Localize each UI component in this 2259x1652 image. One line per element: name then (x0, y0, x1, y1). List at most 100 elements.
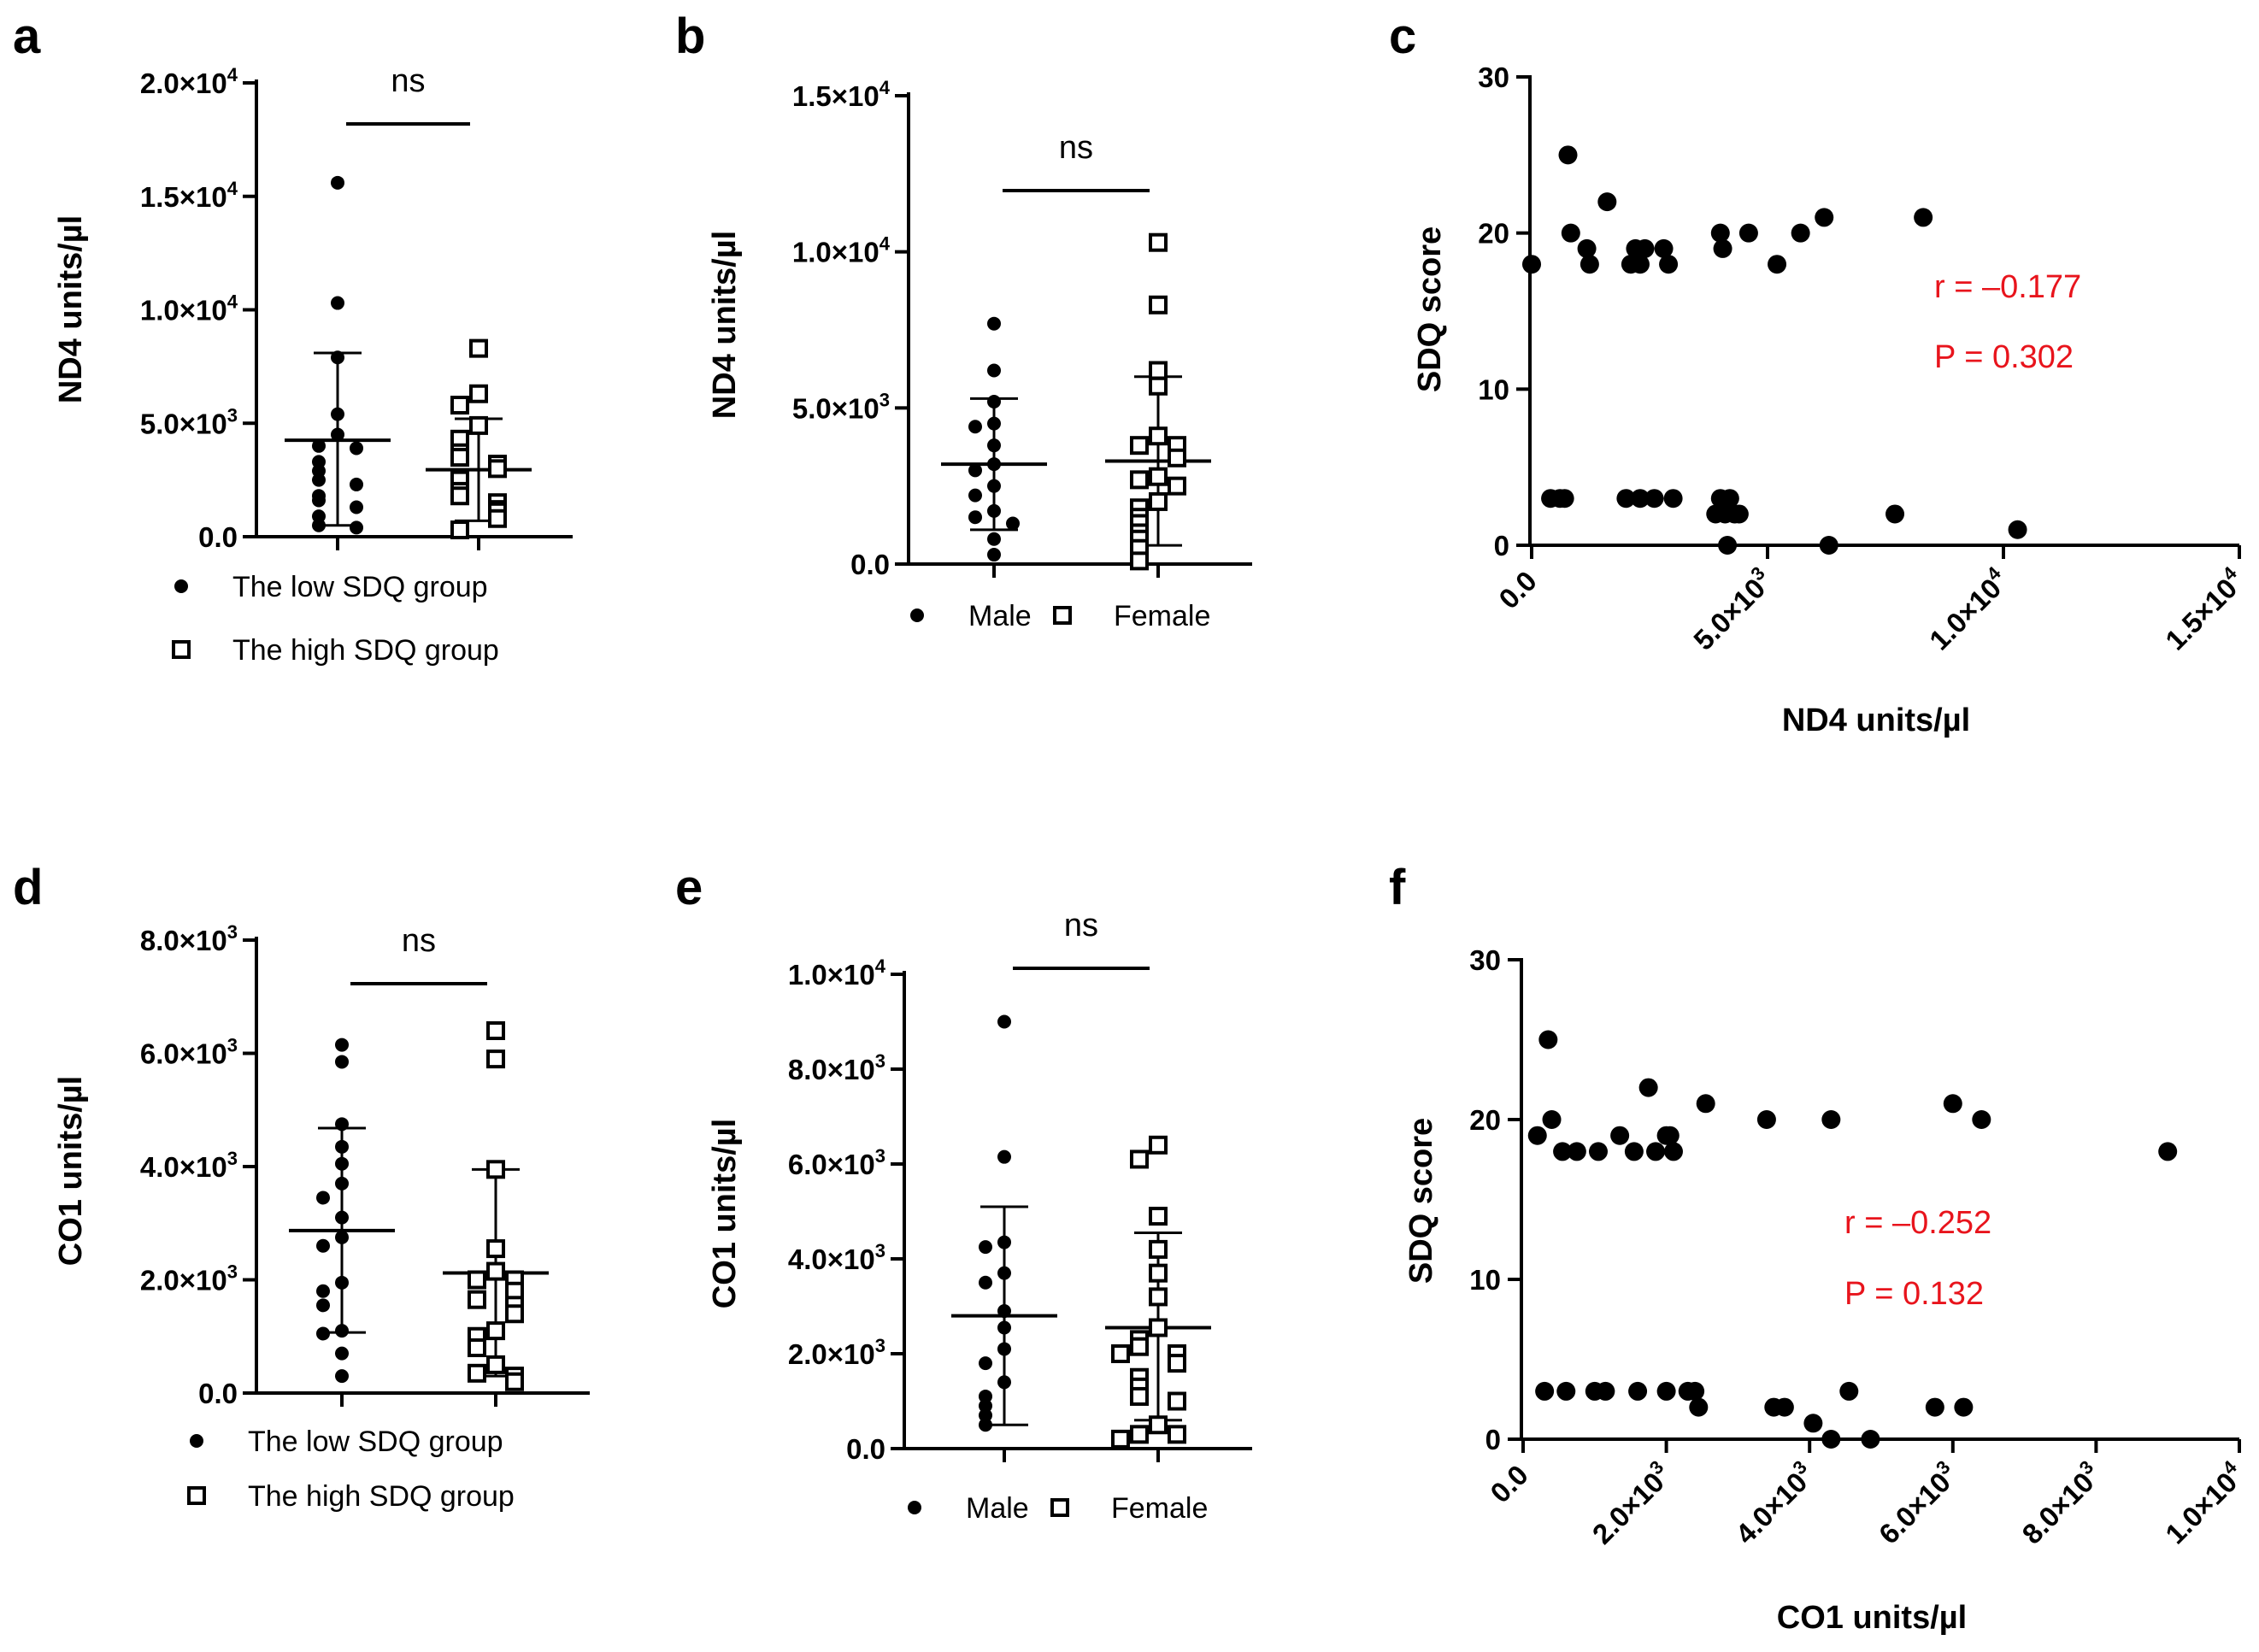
data-point (1839, 1381, 1859, 1401)
data-point (1111, 1344, 1130, 1363)
data-point (1130, 1386, 1149, 1406)
legend-label: The low SDQ group (248, 1426, 503, 1458)
data-point (1885, 504, 1905, 524)
data-point (486, 1321, 505, 1341)
data-point (1168, 1391, 1186, 1411)
data-point (1149, 232, 1168, 252)
data-point (1535, 1381, 1555, 1401)
data-point (488, 509, 507, 528)
data-point (968, 420, 982, 434)
data-point (1630, 255, 1650, 274)
x-tick-label: 6.0×103 (1870, 1456, 1964, 1550)
legend-label: Male (968, 600, 1032, 632)
data-point (335, 1324, 349, 1338)
x-tick-label: 0.0 (1492, 565, 1543, 615)
panel-c: c 0 10 20 30 0.0 5.0×103 1.0×104 1.5×104 SDQ scor… (1389, 9, 2243, 738)
data-point (1596, 1381, 1615, 1401)
x-tick-label: 4.0×103 (1727, 1456, 1821, 1550)
y-tick-label: 2.0×104 (140, 64, 238, 99)
y-tick-label: 0.0 (846, 1433, 885, 1465)
data-point (1689, 1397, 1709, 1417)
data-point (1538, 1030, 1558, 1049)
data-point (469, 415, 488, 435)
panel-d: d 0.0 2.0×103 4.0×103 6.0×103 8.0×103 CO1 unit… (13, 860, 590, 1513)
group-2 (443, 1021, 549, 1391)
significance-label: ns (402, 923, 436, 959)
panel-letter: c (1389, 9, 1416, 64)
panel-letter: d (13, 860, 43, 915)
group-1 (285, 175, 391, 535)
data-point (468, 1338, 486, 1357)
data-point (468, 1290, 486, 1309)
data-point (997, 1342, 1011, 1356)
data-point (1663, 1142, 1683, 1161)
data-point (1006, 516, 1020, 531)
panel-letter: f (1389, 860, 1406, 915)
data-point (987, 438, 1001, 453)
data-point (312, 438, 326, 453)
data-point (1972, 1110, 1991, 1129)
data-point (1553, 1142, 1573, 1161)
data-point (1943, 1094, 1962, 1114)
data-point (505, 1372, 524, 1391)
data-point (312, 473, 326, 487)
p-value: P = 0.302 (1934, 339, 2074, 375)
data-point (1149, 491, 1168, 511)
legend-label: The low SDQ group (232, 571, 488, 603)
y-tick-label: 2.0×103 (788, 1335, 885, 1370)
data-point (1729, 504, 1749, 524)
group-1 (941, 316, 1047, 562)
data-point (335, 1275, 349, 1290)
data-point (1168, 476, 1186, 496)
data-point (1718, 536, 1738, 555)
data-point (1954, 1397, 1974, 1417)
data-point (1168, 448, 1186, 467)
data-point (1130, 470, 1149, 490)
y-tick-label: 30 (1478, 62, 1509, 93)
x-axis-label: ND4 units/µl (1782, 703, 1970, 738)
data-point (1861, 1430, 1880, 1449)
y-tick-label: 8.0×103 (140, 921, 238, 956)
data-point (1821, 1110, 1841, 1129)
legend-label: Female (1114, 600, 1210, 632)
data-point (987, 416, 1001, 431)
x-tick-label: 8.0×103 (2014, 1456, 2108, 1550)
group-2 (426, 338, 532, 540)
data-point (1556, 1381, 1576, 1401)
data-point (335, 1210, 349, 1225)
data-point (1630, 489, 1650, 509)
data-point (1635, 238, 1655, 258)
y-tick-label: 1.0×104 (792, 233, 891, 268)
data-point (312, 493, 326, 508)
data-point (1646, 1142, 1666, 1161)
data-point (968, 510, 982, 525)
data-point (1821, 1430, 1841, 1449)
data-point (1567, 1142, 1586, 1161)
data-point (1149, 426, 1168, 446)
y-tick-label: 1.0×104 (788, 955, 886, 991)
group-2 (1105, 232, 1211, 571)
data-point (1644, 489, 1664, 509)
data-point (1149, 1318, 1168, 1337)
legend-marker (910, 608, 924, 622)
data-point (1168, 1425, 1186, 1444)
data-point (2158, 1142, 2178, 1161)
data-point (1756, 1110, 1776, 1129)
data-point (1803, 1414, 1823, 1433)
data-point (450, 486, 469, 506)
data-point (1738, 223, 1758, 243)
data-point (987, 363, 1001, 378)
y-tick-label: 0.0 (198, 521, 238, 553)
data-point (1914, 208, 1933, 227)
data-point (987, 548, 1001, 562)
data-point (1660, 1126, 1680, 1145)
data-point (486, 1160, 505, 1179)
data-point (1149, 1239, 1168, 1259)
y-tick-label: 5.0×103 (140, 404, 238, 439)
group-1 (289, 1038, 395, 1384)
data-point (1130, 1425, 1149, 1444)
panel-f: f 0 10 20 30 0.0 2.0×103 4.0×103 6.0×103 8.0×103 1… (1389, 860, 2243, 1636)
data-point (335, 1139, 349, 1154)
y-tick-label: 4.0×103 (788, 1240, 885, 1275)
